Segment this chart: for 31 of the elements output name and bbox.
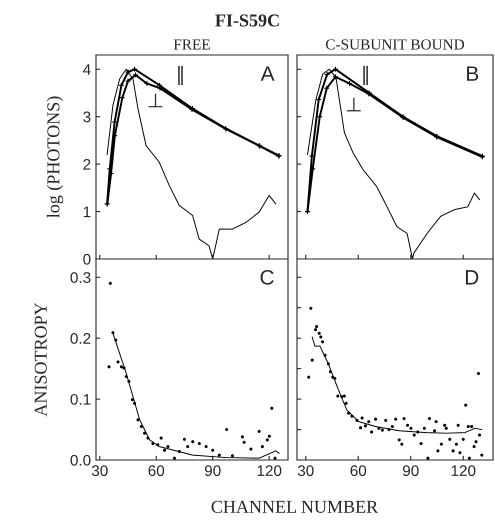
y-tick-label: 3 <box>83 112 90 122</box>
annotation: A <box>260 66 275 81</box>
annotation: C <box>260 270 274 285</box>
y-tick-label: 1 <box>84 206 90 218</box>
y-tick-label: 0.1 <box>70 394 90 405</box>
x-tick-label: 120 <box>452 465 476 476</box>
annotation: ⊥ <box>347 98 361 112</box>
x-tick-label: 60 <box>148 465 164 476</box>
chart-subtitle: FREE <box>174 39 210 50</box>
x-tick-label: 60 <box>350 465 366 476</box>
x-axis-title: CHANNEL NUMBER <box>212 500 378 513</box>
y-tick-label: 0.3 <box>70 272 90 283</box>
y-tick-label: 0.2 <box>70 333 90 344</box>
annotation: B <box>467 66 478 81</box>
x-tick-label: 90 <box>402 465 419 476</box>
y-axis-title: log (PHOTONS) <box>46 96 64 218</box>
y-tick-label: 0 <box>83 254 91 265</box>
x-tick-label: 120 <box>258 465 282 476</box>
x-tick-label: 90 <box>204 465 221 476</box>
y-axis-title: ANISOTROPY <box>34 302 47 417</box>
y-tick-label: 0.0 <box>70 454 91 466</box>
annotation: ∥ <box>178 66 183 85</box>
y-tick-label: 4 <box>82 64 91 75</box>
annotation: D <box>466 270 478 284</box>
chart-title: FI-S59C <box>215 14 279 27</box>
y-tick-label: 2 <box>83 158 90 170</box>
annotation: ∥ <box>363 66 368 85</box>
x-tick-label: 30 <box>298 465 314 476</box>
x-tick-label: 30 <box>92 465 108 476</box>
annotation: ⊥ <box>148 94 162 108</box>
chart-subtitle: C-SUBUNIT BOUND <box>326 39 464 50</box>
